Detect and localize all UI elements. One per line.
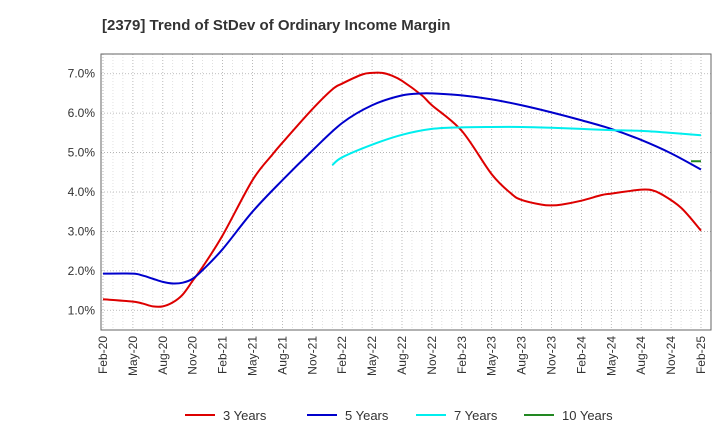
- x-axis-ticks: Feb-20 May-20 Aug-20 Nov-20 Feb-21 May-21 Aug-…: [96, 336, 708, 376]
- x-tick-label: Feb-22: [335, 336, 349, 374]
- y-tick-label: 4.0%: [68, 185, 96, 199]
- plot-frame: [100, 53, 712, 331]
- series-layer: [102, 71, 702, 308]
- y-axis-ticks: 1.0% 2.0% 3.0% 4.0% 5.0% 6.0% 7.0%: [68, 67, 96, 318]
- series-line-7-years: [331, 125, 702, 166]
- y-tick-label: 6.0%: [68, 106, 96, 120]
- chart-title: [2379] Trend of StDev of Ordinary Income…: [102, 17, 450, 34]
- legend-label: 7 Years: [454, 408, 498, 423]
- x-tick-label: Feb-21: [216, 336, 230, 374]
- x-tick-label: May-22: [365, 336, 379, 376]
- y-tick-label: 5.0%: [68, 146, 96, 160]
- x-tick-label: Aug-22: [395, 336, 409, 375]
- x-tick-label: Nov-20: [186, 336, 200, 375]
- legend: 3 Years 5 Years 7 Years 10 Years: [185, 408, 613, 423]
- x-tick-label: Nov-22: [425, 336, 439, 375]
- x-tick-label: May-24: [604, 336, 618, 376]
- legend-label: 3 Years: [223, 408, 267, 423]
- y-tick-label: 1.0%: [68, 303, 96, 317]
- y-tick-label: 3.0%: [68, 224, 96, 238]
- x-tick-label: Feb-23: [455, 336, 469, 374]
- y-tick-label: 7.0%: [68, 67, 96, 81]
- legend-label: 5 Years: [345, 408, 389, 423]
- x-tick-label: Feb-20: [96, 336, 110, 374]
- x-tick-label: May-20: [126, 336, 140, 376]
- x-tick-label: Aug-24: [634, 336, 648, 375]
- x-tick-label: Aug-20: [156, 336, 170, 375]
- series-line-3-years: [102, 71, 702, 308]
- x-tick-label: May-21: [246, 336, 260, 376]
- grid: [101, 54, 712, 330]
- x-tick-label: Nov-23: [545, 336, 559, 375]
- x-tick-label: Nov-24: [664, 336, 678, 375]
- x-tick-label: Feb-24: [574, 336, 588, 374]
- series-line-5-years: [102, 92, 702, 285]
- x-tick-label: May-23: [485, 336, 499, 376]
- x-tick-label: Nov-21: [305, 336, 319, 375]
- legend-label: 10 Years: [562, 408, 613, 423]
- x-tick-label: Aug-21: [275, 336, 289, 375]
- y-tick-label: 2.0%: [68, 264, 96, 278]
- x-tick-label: Feb-25: [694, 336, 708, 374]
- x-tick-label: Aug-23: [515, 336, 529, 375]
